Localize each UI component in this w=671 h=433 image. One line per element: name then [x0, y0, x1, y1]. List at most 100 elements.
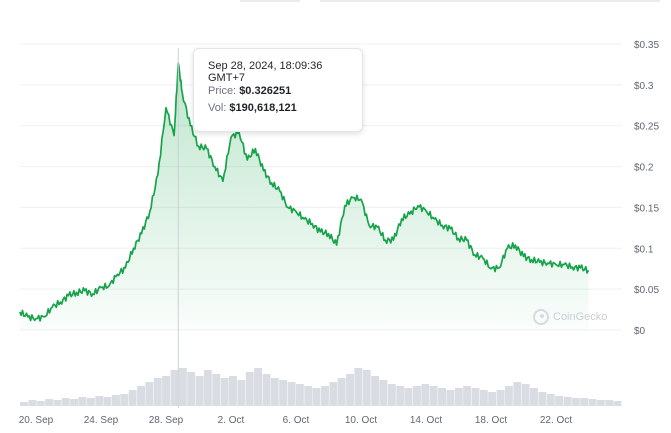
volume-bar [396, 386, 405, 406]
y-tick-label: $0.15 [634, 203, 659, 214]
volume-bar [103, 397, 112, 406]
volume-bar [404, 388, 413, 406]
tooltip-price: Price: $0.326251 [208, 86, 362, 97]
volume-bar [195, 376, 204, 406]
price-line[interactable] [19, 62, 590, 322]
volume-bar [162, 376, 170, 406]
volume-bar [120, 394, 129, 406]
volume-bar [346, 374, 354, 406]
volume-bar [145, 382, 154, 406]
volume-bar [371, 376, 380, 406]
y-tick-label: $0.3 [634, 81, 654, 92]
tooltip-volume: Vol: $190,618,121 [208, 103, 362, 114]
volume-bar [596, 400, 605, 406]
y-axis-ticks: $0.35 $0.3 $0.25 $0.2 $0.15 $0.1 $0.05 $0 [634, 40, 659, 337]
volume-bar [53, 400, 62, 406]
coingecko-watermark: CoinGecko [533, 309, 607, 325]
volume-bar [170, 370, 179, 406]
x-tick-label: 2. Oct [218, 415, 245, 426]
volume-bar [245, 372, 254, 406]
volume-bar [270, 378, 279, 406]
volume-bar [70, 399, 79, 406]
volume-bar [446, 390, 455, 406]
volume-bar [429, 386, 438, 406]
hover-tooltip: Sep 28, 2024, 18:09:36 GMT+7 Price: $0.3… [193, 48, 363, 132]
volume-bar [237, 380, 246, 406]
volume-bar [354, 368, 363, 406]
volume-bar [605, 400, 614, 406]
volume-bar [571, 398, 580, 406]
volume-bars [20, 368, 622, 406]
volume-bar [613, 401, 622, 406]
x-tick-label: 24. Sep [84, 415, 119, 426]
volume-bar [28, 400, 37, 406]
volume-bar [387, 384, 396, 406]
volume-bar [496, 390, 505, 406]
volume-bar [421, 384, 430, 406]
volume-bar [187, 372, 196, 406]
volume-bar [337, 378, 346, 406]
volume-bar [530, 388, 538, 406]
volume-bar [45, 399, 53, 406]
volume-bar [304, 386, 313, 406]
volume-bar [203, 370, 212, 406]
volume-bar [438, 388, 446, 406]
volume-bar [588, 399, 597, 406]
y-tick-label: $0 [634, 326, 646, 337]
price-area-fill [19, 63, 589, 331]
volume-bar [479, 390, 488, 406]
volume-bar [312, 388, 321, 406]
tooltip-volume-value: $190,618,121 [229, 102, 297, 114]
y-tick-label: $0.1 [634, 244, 654, 255]
volume-bar [95, 396, 104, 406]
volume-bar [20, 402, 28, 406]
x-axis-ticks: 20. Sep 24. Sep 28. Sep 2. Oct 6. Oct 10. Oct… [19, 415, 573, 426]
volume-bar [112, 395, 120, 406]
x-tick-label: 10. Oct [345, 415, 377, 426]
volume-bar [36, 401, 45, 406]
tooltip-volume-label: Vol: [208, 102, 227, 114]
volume-bar [78, 397, 87, 406]
volume-bar [61, 398, 70, 406]
volume-bar [555, 396, 563, 406]
x-tick-label: 28. Sep [149, 415, 184, 426]
tooltip-price-value: $0.326251 [239, 85, 292, 97]
tooltip-date: Sep 28, 2024, 18:09:36 GMT+7 [208, 60, 323, 84]
volume-bar [153, 378, 162, 406]
volume-bar [137, 386, 145, 406]
y-tick-label: $0.35 [634, 40, 659, 51]
volume-bar [229, 376, 237, 406]
volume-bar [463, 386, 471, 406]
x-tick-label: 6. Oct [283, 415, 310, 426]
tooltip-price-label: Price: [208, 85, 237, 97]
top-divider [320, 0, 660, 2]
volume-bar [362, 370, 371, 406]
volume-bar [580, 398, 589, 406]
volume-bar [546, 394, 555, 406]
volume-bar [513, 382, 522, 406]
y-tick-label: $0.2 [634, 163, 654, 174]
volume-bar [262, 374, 271, 406]
volume-bar [488, 392, 497, 406]
volume-bar [86, 398, 95, 406]
volume-bar [413, 386, 421, 406]
top-divider [240, 0, 300, 2]
watermark-text: CoinGecko [553, 311, 608, 323]
volume-bar [295, 384, 304, 406]
volume-bar [471, 388, 480, 406]
x-tick-label: 20. Sep [19, 415, 54, 426]
coingecko-logo-icon [533, 309, 549, 325]
volume-bar [379, 380, 388, 406]
volume-bar [287, 382, 296, 406]
volume-bar [321, 386, 329, 406]
volume-bar [454, 388, 463, 406]
volume-bar [538, 392, 547, 406]
volume-bar [220, 378, 229, 406]
volume-bar [329, 382, 338, 406]
volume-bar [504, 386, 513, 406]
y-tick-label: $0.25 [634, 122, 659, 133]
volume-bar [254, 368, 262, 406]
volume-bar [178, 368, 187, 406]
